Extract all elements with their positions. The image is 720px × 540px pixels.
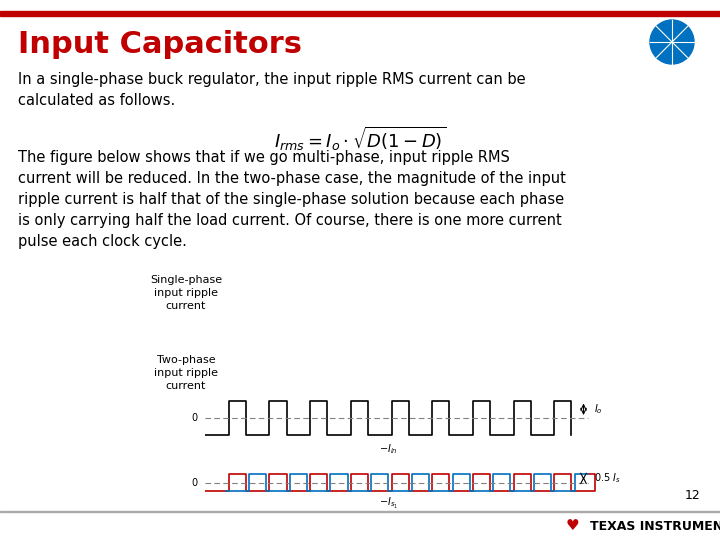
- Bar: [0, 11, 720, 16]
- Text: 0: 0: [191, 413, 197, 423]
- Text: TEXAS INSTRUMENTS: TEXAS INSTRUMENTS: [590, 519, 720, 532]
- Text: Two-phase
input ripple
current: Two-phase input ripple current: [154, 355, 218, 392]
- Text: $-I_{s_1}$: $-I_{s_1}$: [379, 496, 398, 511]
- Text: ♥: ♥: [565, 518, 579, 534]
- Text: Single-phase
input ripple
current: Single-phase input ripple current: [150, 275, 222, 312]
- Text: 0: 0: [191, 478, 197, 488]
- Text: The figure below shows that if we go multi-phase, input ripple RMS
current will : The figure below shows that if we go mul…: [18, 150, 566, 249]
- Bar: [0, 510, 720, 512]
- Text: In a single-phase buck regulator, the input ripple RMS current can be
calculated: In a single-phase buck regulator, the in…: [18, 72, 526, 108]
- Text: 12: 12: [684, 489, 700, 502]
- Text: $0.5\ I_s$: $0.5\ I_s$: [594, 471, 621, 485]
- Circle shape: [650, 20, 694, 64]
- Text: Input Capacitors: Input Capacitors: [18, 30, 302, 59]
- Text: $I_{rms} = I_o \cdot \sqrt{D(1-D)}$: $I_{rms} = I_o \cdot \sqrt{D(1-D)}$: [274, 125, 446, 153]
- Text: $I_o$: $I_o$: [594, 402, 603, 416]
- Text: $-I_{in}$: $-I_{in}$: [379, 442, 397, 456]
